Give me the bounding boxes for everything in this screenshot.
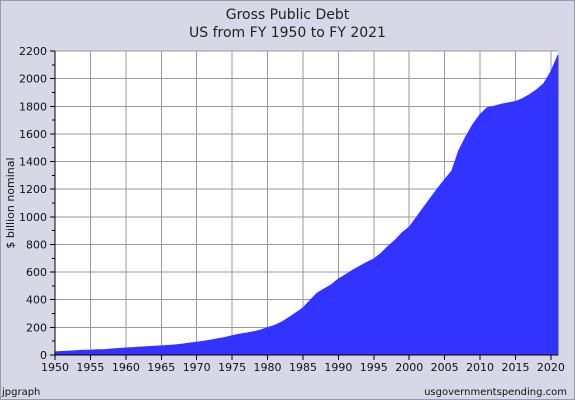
y-tick-label: 600 [26, 266, 47, 279]
x-tick-label: 1960 [112, 361, 140, 374]
x-tick-label: 2000 [395, 361, 423, 374]
y-tick-label: 200 [26, 321, 47, 334]
y-tick-label: 1600 [19, 128, 47, 141]
footer-credit-jpgraph: jpgraph [2, 387, 41, 398]
chart-title: Gross Public Debt [225, 7, 350, 23]
y-tick-label: 1200 [19, 183, 47, 196]
y-tick-labels: 0 200 400 600 800 1000 1200 1400 1600 1800 2000 220… [19, 45, 47, 362]
x-tick-label: 1975 [218, 361, 246, 374]
y-tick-label: 400 [26, 294, 47, 307]
x-tick-labels: 1950 1955 1960 1965 1970 1975 1980 1985 1990 1995… [41, 361, 565, 374]
x-tick-label: 1995 [360, 361, 388, 374]
footer-credit-source: usgovernmentspending.com [424, 387, 567, 398]
x-tick-label: 1990 [324, 361, 352, 374]
x-tick-label: 1965 [147, 361, 175, 374]
y-tick-label: 1400 [19, 156, 47, 169]
x-tick-label: 2005 [431, 361, 459, 374]
y-tick-label: 1000 [19, 211, 47, 224]
axes [50, 50, 558, 360]
debt-area [54, 54, 559, 356]
chart-subtitle: US from FY 1950 to FY 2021 [189, 25, 386, 41]
y-tick-label: 2000 [19, 73, 47, 86]
y-tick-label: 2200 [19, 45, 47, 58]
x-tick-label: 1950 [41, 361, 69, 374]
y-tick-label: 800 [26, 238, 47, 251]
x-tick-label: 2015 [501, 361, 529, 374]
x-tick-label: 1955 [76, 361, 104, 374]
y-tick-label: 1800 [19, 100, 47, 113]
x-tick-label: 1985 [289, 361, 317, 374]
y-tick-label: 0 [40, 349, 47, 362]
x-tick-label: 1980 [254, 361, 282, 374]
x-tick-label: 2010 [466, 361, 494, 374]
y-axis-label: $ billion nominal [4, 157, 17, 248]
x-tick-label: 2020 [537, 361, 565, 374]
x-tick-label: 1970 [183, 361, 211, 374]
